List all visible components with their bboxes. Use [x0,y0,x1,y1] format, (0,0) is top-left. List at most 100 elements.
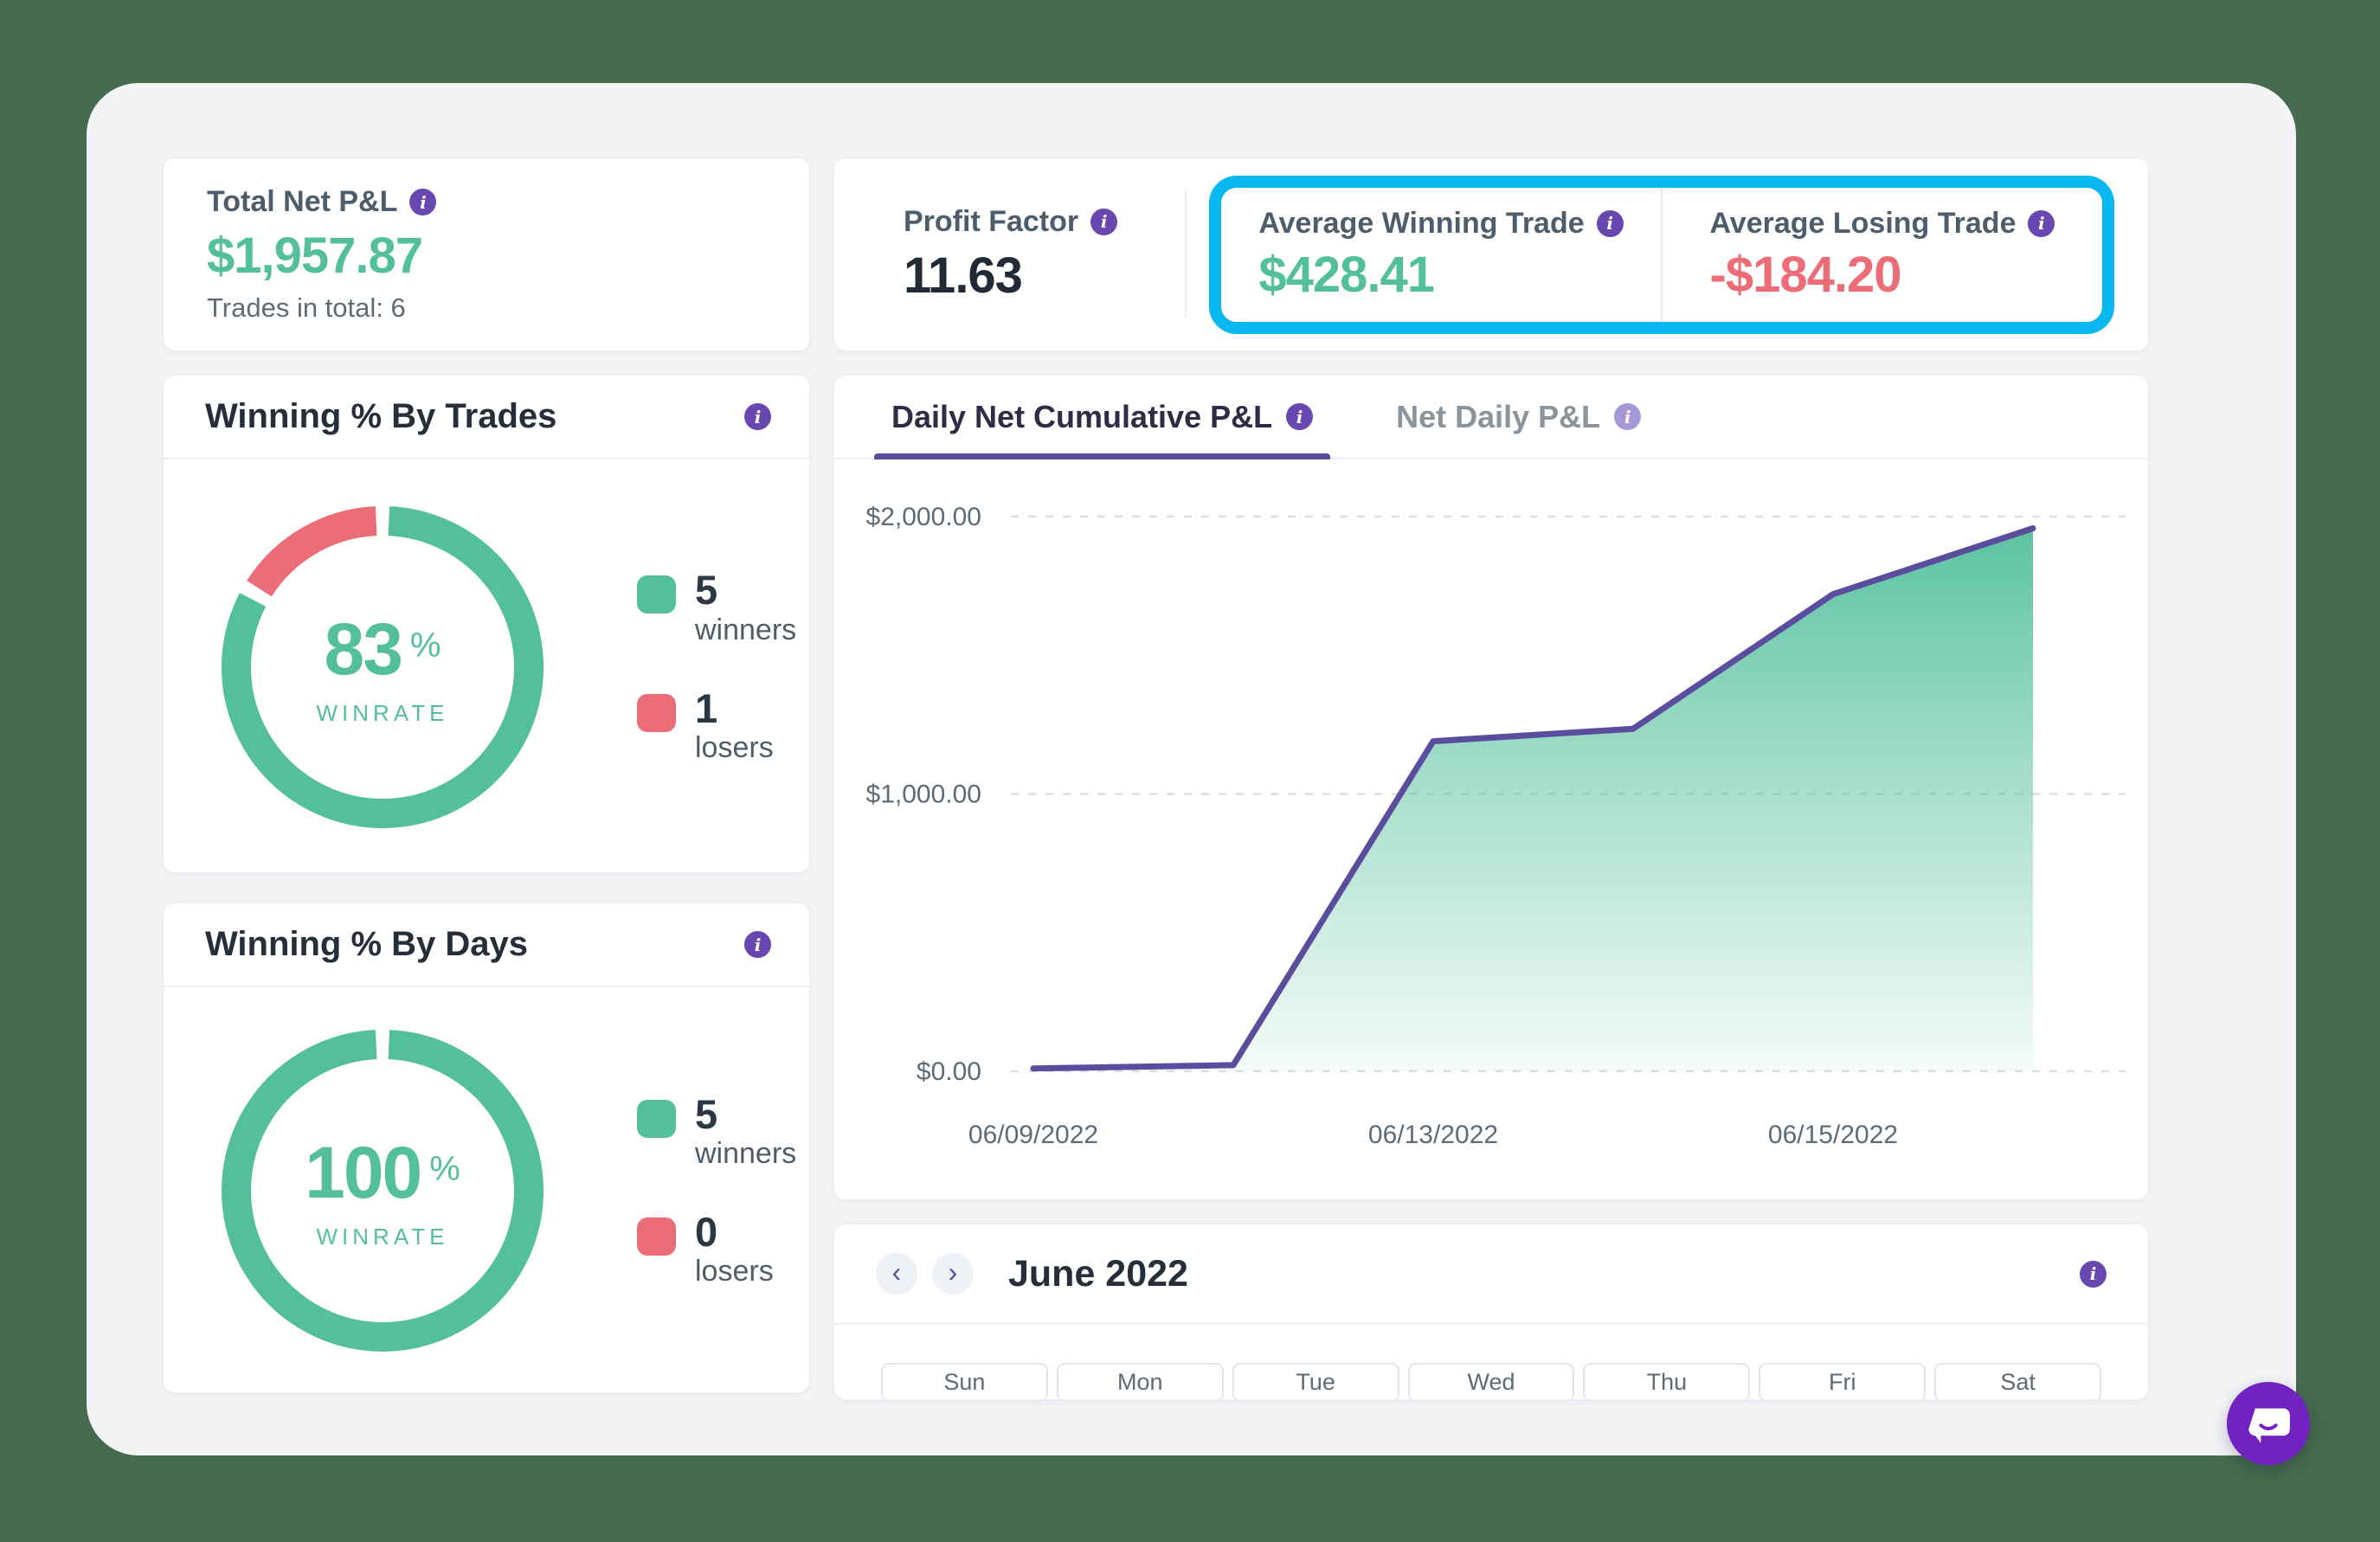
info-icon[interactable]: i [744,403,771,430]
profit-factor-title: Profit Factor [904,204,1079,238]
winners-label: winners [695,1137,797,1170]
info-icon[interactable]: i [409,189,437,215]
winrate-donut-chart: 100 % WINRATE [222,1030,544,1352]
winners-swatch-icon [637,1099,676,1138]
svg-text:06/13/2022: 06/13/2022 [1368,1121,1498,1149]
donut-center-label: 100 % WINRATE [222,1030,544,1352]
winning-by-days-header: Winning % By Days i [164,903,809,987]
calendar-header: ‹ › June 2022 i [834,1224,2148,1325]
svg-text:06/09/2022: 06/09/2022 [968,1121,1098,1149]
stats-row-card: Profit Factor i 11.63 Average Winning Tr… [833,157,2149,351]
svg-text:$2,000.00: $2,000.00 [866,503,981,531]
info-icon[interactable]: i [1596,209,1624,237]
trades-in-total: Trades in total: 6 [207,292,406,323]
chevron-right-icon: › [948,1256,958,1288]
donut-svg [222,1030,544,1352]
day-header-cell: Sat [1934,1363,2102,1399]
info-icon[interactable]: i [1614,403,1642,430]
svg-text:06/15/2022: 06/15/2022 [1768,1121,1898,1149]
winning-by-trades-body: 83 % WINRATE 5 winners 1 [164,461,809,872]
calendar-day-headers: Sun Mon Tue Wed Thu Fri Sat [881,1363,2102,1399]
avg-losing-value: -$184.20 [1709,246,1902,303]
winners-label: winners [695,613,797,646]
winners-legend-item: 5 winners [637,569,796,646]
percent-sign: % [429,1150,460,1188]
winning-by-trades-header: Winning % By Trades i [164,376,809,459]
calendar-next-button[interactable]: › [932,1253,974,1295]
losers-legend-item: 0 losers [637,1211,796,1288]
winrate-label: WINRATE [316,699,449,726]
profit-factor-value: 11.63 [904,247,1023,304]
cumulative-pnl-area-chart: $0.00 $1,000.00 $2,000.00 06/09/2022 06/13/2… [866,503,2126,1149]
winning-by-days-body: 100 % WINRATE 5 winners 0 [164,989,809,1392]
day-header-cell: Sun [881,1363,1048,1399]
info-icon[interactable]: i [2080,1260,2107,1288]
chat-bubble-icon [2248,1408,2290,1443]
vertical-divider [1185,191,1187,318]
day-header-cell: Fri [1759,1363,1927,1399]
winrate-value: 83 [324,607,402,690]
losers-count: 1 [695,684,718,731]
winning-by-trades-card: Winning % By Trades i 83 % WINRATE 5 [163,375,810,873]
winners-swatch-icon [637,575,676,614]
tab-label: Net Daily P&L [1396,398,1601,434]
profit-factor-cell: Profit Factor i 11.63 [834,158,1185,350]
calendar-card: ‹ › June 2022 i Sun Mon Tue Wed Thu Fri Sat [833,1224,2149,1400]
winrate-value: 100 [305,1132,422,1213]
winning-by-days-card: Winning % By Days i 100 % WINRATE 5 [163,903,810,1393]
avg-winning-trade-cell: Average Winning Trade i $428.41 [1221,188,1661,322]
info-icon[interactable]: i [1286,403,1314,430]
percent-sign: % [409,626,441,665]
info-icon[interactable]: i [2028,209,2055,237]
active-tab-underline [874,453,1331,459]
calendar-prev-button[interactable]: ‹ [876,1253,917,1295]
pnl-tabs: Daily Net Cumulative P&L i Net Daily P&L… [834,376,2148,459]
total-net-pnl-title-row: Total Net P&L i [207,185,809,219]
winning-by-days-title: Winning % By Days [205,925,529,963]
tab-daily-net-cumulative-pnl[interactable]: Daily Net Cumulative P&L i [869,376,1335,459]
day-header-cell: Wed [1407,1363,1575,1399]
avg-winning-title: Average Winning Trade [1258,206,1585,240]
day-header-cell: Mon [1056,1363,1224,1399]
donut-center-label: 83 % WINRATE [222,506,544,828]
day-header-cell: Thu [1583,1363,1751,1399]
winning-by-trades-title: Winning % By Trades [205,397,557,435]
chevron-left-icon: ‹ [891,1256,902,1288]
losers-label: losers [695,1255,774,1288]
avg-losing-title-row: Average Losing Trade i [1710,207,2055,241]
donut-legend: 5 winners 1 losers [637,569,796,765]
total-net-pnl-title: Total Net P&L [207,185,398,218]
avg-winning-value: $428.41 [1258,246,1435,303]
winrate-label: WINRATE [316,1224,449,1250]
profit-factor-title-row: Profit Factor i [904,205,1185,239]
calendar-month-title: June 2022 [1008,1252,1188,1295]
chat-launcher-button[interactable] [2227,1382,2310,1465]
winners-legend-item: 5 winners [637,1090,797,1171]
highlighted-averages-box: Average Winning Trade i $428.41 Average … [1209,176,2114,334]
total-net-pnl-card: Total Net P&L i $1,957.87 Trades in tota… [163,157,810,351]
info-icon[interactable]: i [744,931,771,958]
losers-count: 0 [695,1209,718,1255]
dashboard-panel: Total Net P&L i $1,957.87 Trades in tota… [87,83,2310,1465]
avg-losing-title: Average Losing Trade [1709,206,2017,240]
losers-swatch-icon [637,1218,676,1256]
tab-label: Daily Net Cumulative P&L [891,398,1273,434]
vertical-divider [1661,188,1663,322]
svg-text:$1,000.00: $1,000.00 [866,781,981,809]
losers-label: losers [695,730,774,764]
losers-swatch-icon [637,693,676,732]
info-icon[interactable]: i [1090,208,1118,235]
winrate-donut-chart: 83 % WINRATE [222,505,544,828]
losers-legend-item: 1 losers [637,684,796,765]
avg-losing-trade-cell: Average Losing Trade i -$184.20 [1663,188,2102,322]
pnl-chart-card: Daily Net Cumulative P&L i Net Daily P&L… [833,375,2149,1200]
total-net-pnl-value: $1,957.87 [207,228,423,284]
winners-count: 5 [695,567,718,614]
svg-text:$0.00: $0.00 [917,1057,981,1086]
avg-winning-title-row: Average Winning Trade i [1258,206,1624,241]
day-header-cell: Tue [1232,1363,1399,1399]
winners-count: 5 [695,1090,718,1137]
donut-legend: 5 winners 0 losers [637,1090,797,1289]
donut-svg [222,505,544,828]
tab-net-daily-pnl[interactable]: Net Daily P&L i [1373,376,1663,458]
